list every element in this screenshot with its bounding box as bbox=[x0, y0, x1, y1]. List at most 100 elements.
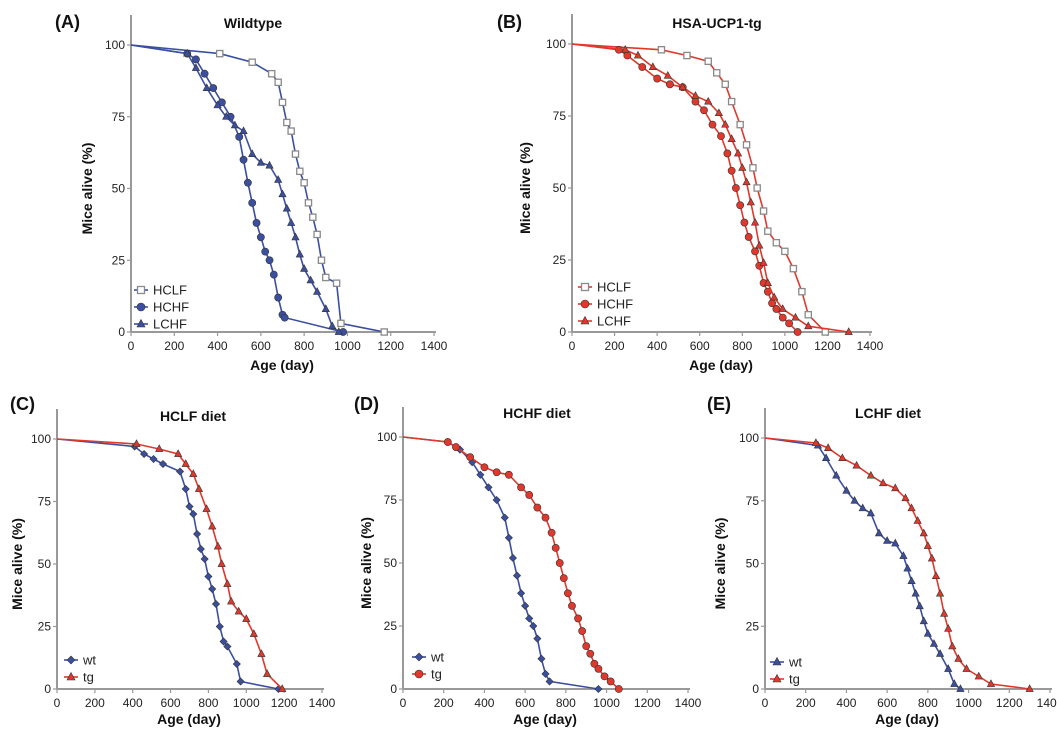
data-point bbox=[208, 521, 217, 530]
data-point bbox=[678, 82, 687, 91]
data-point bbox=[525, 491, 534, 499]
data-point bbox=[811, 438, 820, 446]
data-point bbox=[582, 642, 591, 651]
data-point bbox=[243, 178, 252, 187]
x-axis-label: Age (day) bbox=[875, 711, 939, 727]
data-point bbox=[733, 148, 743, 157]
data-point bbox=[504, 533, 513, 542]
data-point bbox=[764, 227, 772, 235]
series-line-tg bbox=[56, 438, 283, 690]
x-tick-label: 400 bbox=[208, 339, 228, 353]
x-tick-label: 1000 bbox=[233, 696, 260, 710]
legend-marker bbox=[136, 285, 146, 295]
x-tick-label: 600 bbox=[161, 696, 181, 710]
x-tick-label: 800 bbox=[918, 696, 938, 710]
x-tick-label: 600 bbox=[877, 696, 897, 710]
data-point bbox=[986, 679, 996, 687]
data-point bbox=[727, 166, 736, 175]
y-tick-label: 75 bbox=[553, 109, 567, 123]
x-tick-label: 0 bbox=[54, 696, 61, 710]
panel-label: (D) bbox=[354, 394, 379, 414]
y-tick-label: 25 bbox=[746, 619, 760, 633]
chart-panel-2: (B) HSA-UCP1-tg 0 200 400 600 800 1000 1200 1400 0… bbox=[497, 12, 884, 373]
data-point bbox=[508, 553, 517, 562]
chart-panel-4: (D) HCHF diet 0 200 400 600 800 1000 1200 1400 0 25… bbox=[354, 394, 702, 727]
x-tick-label: 1400 bbox=[857, 339, 884, 353]
data-point bbox=[267, 69, 276, 78]
chart-panel-3: (C) HCLF diet 0 200 400 600 800 1000 1200 1400 0 25… bbox=[9, 394, 336, 727]
y-tick-label: 0 bbox=[752, 682, 759, 696]
data-point bbox=[443, 438, 452, 446]
data-point bbox=[913, 516, 922, 524]
y-tick-label: 25 bbox=[384, 619, 398, 633]
x-tick-label: 600 bbox=[515, 696, 535, 710]
data-point bbox=[954, 654, 963, 662]
data-point bbox=[155, 444, 164, 452]
data-point bbox=[309, 213, 317, 221]
data-point bbox=[256, 233, 265, 242]
data-point bbox=[746, 197, 755, 206]
data-point bbox=[962, 664, 971, 672]
x-tick-label: 400 bbox=[474, 696, 494, 710]
y-tick-label: 25 bbox=[553, 253, 567, 267]
data-point bbox=[742, 141, 751, 149]
legend-marker bbox=[136, 302, 146, 312]
legend-label: wt bbox=[82, 653, 96, 668]
data-point bbox=[181, 484, 190, 494]
data-point bbox=[533, 634, 542, 643]
data-point bbox=[269, 270, 278, 279]
data-point bbox=[192, 55, 200, 64]
legend-marker bbox=[580, 315, 590, 325]
data-point bbox=[755, 240, 764, 249]
data-point bbox=[568, 601, 576, 610]
x-tick-label: 800 bbox=[198, 696, 218, 710]
data-point bbox=[249, 629, 258, 637]
data-point bbox=[158, 459, 168, 469]
data-point bbox=[704, 57, 712, 66]
y-tick-label: 100 bbox=[739, 431, 759, 445]
data-point bbox=[291, 232, 300, 241]
data-point bbox=[248, 198, 257, 207]
y-tick-label: 100 bbox=[546, 37, 566, 51]
x-tick-label: 1400 bbox=[675, 696, 702, 710]
data-point bbox=[551, 543, 560, 552]
x-axis-label: Age (day) bbox=[157, 711, 221, 727]
chart-title: Wildtype bbox=[224, 15, 282, 31]
data-point bbox=[759, 258, 768, 266]
data-point bbox=[236, 677, 245, 686]
legend-marker bbox=[772, 656, 782, 666]
x-tick-label: 800 bbox=[294, 339, 314, 353]
x-tick-label: 0 bbox=[762, 696, 769, 710]
data-point bbox=[594, 664, 603, 673]
data-point bbox=[948, 641, 957, 650]
data-point bbox=[578, 627, 587, 635]
y-tick-label: 75 bbox=[746, 494, 760, 508]
x-tick-label: 1000 bbox=[334, 339, 361, 353]
data-point bbox=[563, 589, 572, 598]
data-point bbox=[283, 118, 291, 127]
data-point bbox=[606, 677, 615, 686]
data-point bbox=[295, 249, 304, 258]
data-point bbox=[208, 584, 217, 594]
data-point bbox=[242, 614, 251, 622]
x-tick-label: 600 bbox=[251, 339, 271, 353]
data-point bbox=[322, 273, 330, 282]
data-point bbox=[623, 51, 632, 60]
data-point bbox=[230, 120, 239, 129]
data-point bbox=[541, 669, 550, 678]
series-tg bbox=[56, 438, 287, 692]
data-point bbox=[517, 483, 525, 492]
chart-panel-1: (A) Wildtype 0 200 400 600 800 1000 1200 1400 0 25 5… bbox=[55, 12, 448, 373]
series-line-wt bbox=[56, 438, 279, 690]
data-point bbox=[215, 622, 224, 631]
data-point bbox=[257, 649, 266, 657]
data-point bbox=[785, 319, 794, 328]
x-axis-label: Age (day) bbox=[250, 357, 314, 373]
y-tick-label: 25 bbox=[38, 620, 52, 634]
data-point bbox=[196, 544, 205, 554]
data-point bbox=[222, 112, 231, 120]
legend-label: tg bbox=[789, 672, 800, 687]
data-point bbox=[274, 293, 283, 302]
panel-label: (B) bbox=[497, 12, 522, 32]
data-point bbox=[821, 328, 830, 336]
